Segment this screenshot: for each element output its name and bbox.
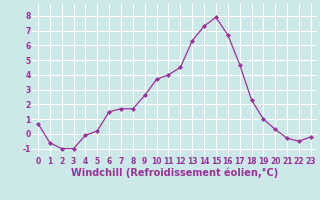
X-axis label: Windchill (Refroidissement éolien,°C): Windchill (Refroidissement éolien,°C) xyxy=(71,168,278,178)
